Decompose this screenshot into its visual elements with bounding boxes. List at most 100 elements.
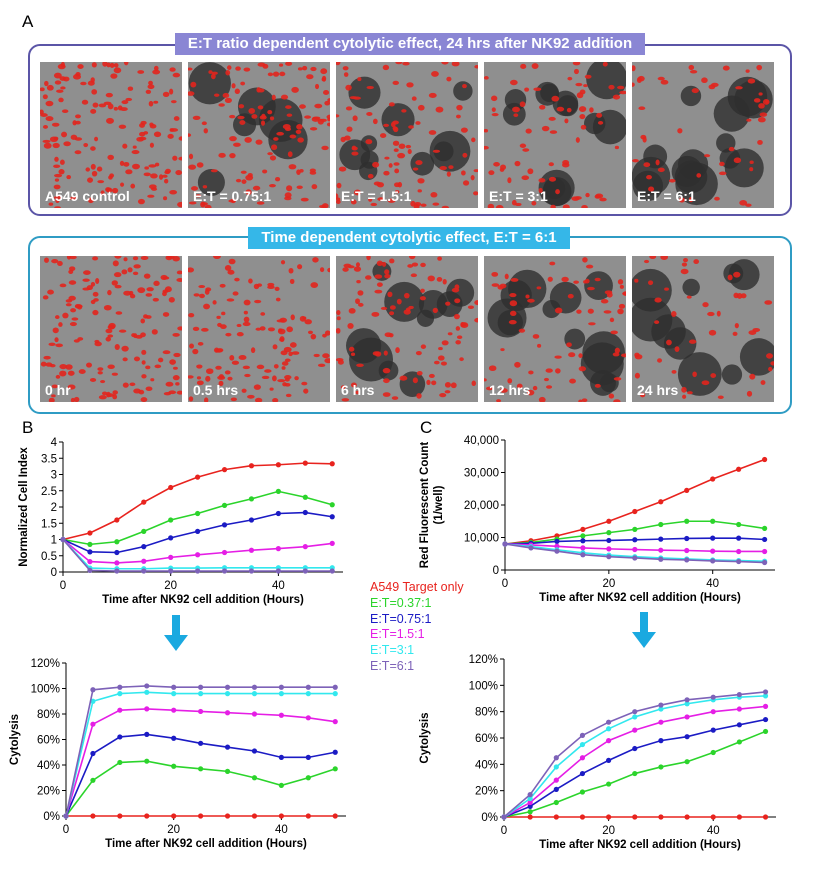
x-tick-label: 0 bbox=[63, 824, 69, 836]
micrograph-texture bbox=[40, 62, 182, 208]
y-tick-label: 100% bbox=[469, 680, 498, 692]
data-point bbox=[251, 711, 258, 717]
data-point bbox=[684, 697, 690, 703]
x-tick-label: 20 bbox=[602, 825, 615, 837]
data-point bbox=[114, 560, 120, 566]
data-point bbox=[632, 555, 638, 561]
data-point bbox=[606, 814, 612, 820]
y-tick-label: 1 bbox=[51, 535, 57, 547]
data-point bbox=[248, 463, 255, 469]
data-point bbox=[251, 748, 258, 754]
y-tick-label: 0% bbox=[43, 811, 60, 823]
micrograph-label: E:T = 1.5:1 bbox=[341, 188, 412, 204]
data-point bbox=[606, 530, 612, 536]
data-point bbox=[195, 552, 201, 558]
data-point bbox=[87, 541, 93, 547]
x-tick-label: 40 bbox=[706, 578, 719, 590]
micrograph: E:T = 1.5:1 bbox=[336, 62, 478, 208]
data-point bbox=[90, 721, 96, 727]
data-point bbox=[684, 714, 690, 720]
data-point bbox=[198, 708, 204, 715]
data-point bbox=[658, 719, 664, 725]
legend-item: E:T=0.75:1 bbox=[370, 611, 432, 626]
data-point bbox=[332, 749, 338, 755]
data-point bbox=[221, 522, 228, 528]
data-point bbox=[736, 691, 742, 698]
data-point bbox=[606, 554, 612, 560]
y-axis-label: Normalized Cell Index bbox=[18, 447, 30, 567]
micrograph-texture bbox=[336, 62, 478, 208]
data-point bbox=[198, 740, 204, 746]
data-point bbox=[762, 525, 768, 531]
data-point bbox=[736, 722, 742, 728]
data-point bbox=[302, 494, 308, 500]
x-tick-label: 40 bbox=[272, 580, 285, 592]
data-point bbox=[198, 813, 204, 819]
data-point bbox=[329, 461, 335, 467]
red-fluorescent-count-chart: 0 10,000 20,000 30,000 40,000 0 20 40 Time after… bbox=[419, 435, 775, 604]
down-arrow-icon-b bbox=[164, 615, 188, 651]
data-point bbox=[658, 814, 664, 820]
series-line bbox=[62, 490, 333, 546]
micrograph-label: E:T = 3:1 bbox=[489, 188, 548, 204]
data-point bbox=[554, 538, 560, 544]
data-point bbox=[171, 707, 177, 713]
data-point bbox=[278, 691, 284, 697]
data-point bbox=[329, 568, 335, 574]
data-point bbox=[114, 549, 120, 556]
data-point bbox=[278, 712, 284, 718]
data-point bbox=[224, 744, 231, 750]
time-panel-title: Time dependent cytolytic effect, E:T = 6… bbox=[248, 227, 570, 249]
data-point bbox=[632, 714, 638, 720]
data-point bbox=[501, 814, 507, 820]
data-point bbox=[171, 684, 177, 690]
data-point bbox=[305, 775, 311, 781]
x-axis-label: Time after NK92 cell addition (Hours) bbox=[102, 594, 304, 606]
data-point bbox=[527, 809, 533, 815]
y-tick-label: 20% bbox=[475, 786, 498, 798]
data-point bbox=[195, 510, 201, 517]
data-point bbox=[710, 476, 716, 482]
data-point bbox=[762, 693, 769, 699]
legend-item: E:T=1.5:1 bbox=[370, 627, 425, 642]
data-point bbox=[144, 813, 150, 819]
data-point bbox=[332, 766, 338, 772]
cytolysis-chart-c: 0% 20% 40% 60% 80% 100% 120% 0 20 40 Time after NK… bbox=[419, 654, 776, 851]
data-point bbox=[658, 738, 664, 744]
data-point bbox=[60, 536, 66, 543]
data-point bbox=[527, 803, 533, 810]
data-point bbox=[710, 535, 716, 541]
data-point bbox=[171, 813, 177, 819]
data-point bbox=[606, 757, 612, 763]
panel-label-c: C bbox=[420, 418, 433, 437]
data-point bbox=[171, 735, 177, 741]
data-point bbox=[527, 799, 533, 806]
y-axis-label: Cytolysis bbox=[9, 714, 21, 765]
data-point bbox=[528, 545, 534, 551]
data-point bbox=[117, 684, 123, 690]
data-point bbox=[224, 684, 231, 690]
data-point bbox=[736, 706, 742, 712]
cytolysis-chart-b: 0% 20% 40% 60% 80% 100% 120% 0 20 40 Time after NK… bbox=[9, 658, 346, 850]
data-point bbox=[141, 568, 147, 574]
data-point bbox=[658, 521, 664, 528]
series-line bbox=[65, 733, 336, 817]
data-point bbox=[710, 694, 716, 700]
data-point bbox=[332, 691, 338, 697]
data-point bbox=[527, 795, 533, 802]
data-point bbox=[606, 719, 612, 725]
data-point bbox=[117, 759, 123, 766]
x-tick-label: 20 bbox=[164, 580, 177, 592]
data-point bbox=[117, 691, 123, 697]
data-point bbox=[580, 538, 586, 544]
y-tick-label: 0% bbox=[481, 812, 498, 824]
y-tick-label: 80% bbox=[475, 707, 498, 719]
data-point bbox=[275, 510, 281, 517]
x-tick-label: 40 bbox=[707, 825, 720, 837]
x-axis-label: Time after NK92 cell addition (Hours) bbox=[539, 592, 741, 604]
data-point bbox=[305, 715, 311, 721]
data-point bbox=[195, 528, 201, 534]
data-point bbox=[275, 462, 281, 468]
data-point bbox=[329, 514, 335, 520]
data-point bbox=[762, 814, 769, 820]
